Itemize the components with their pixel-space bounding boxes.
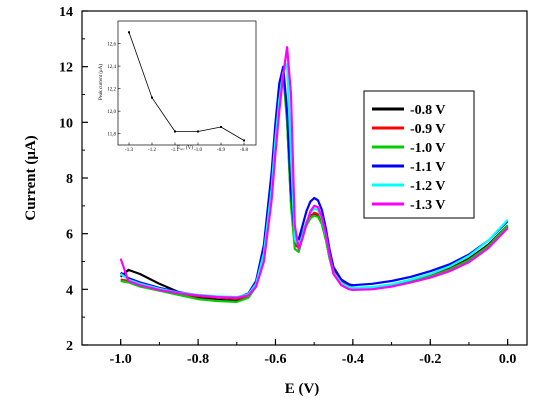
inset-series-line: [128, 32, 245, 141]
legend-label: -1.3 V: [410, 198, 446, 213]
legend: -0.8 V -0.9 V -1.0 V -1.1 V -1.2 V -1.3 V: [363, 90, 475, 219]
series-lines: [119, 46, 509, 303]
inset-y-tick-label: 12,4: [107, 65, 116, 70]
inset-y-tick-label: 12,0: [107, 110, 116, 115]
inset-data-point: [174, 130, 176, 133]
inset-y-tick-label: 11,8: [107, 133, 116, 138]
legend-label: -0.9 V: [410, 122, 446, 137]
legend-label: -1.1 V: [410, 160, 446, 175]
inset-frame: [117, 20, 257, 146]
x-tick-label: -0.4: [342, 352, 364, 367]
inset-y-tick-label: 12,6: [107, 42, 116, 47]
inset-x-axis-title: Eacc (V): [177, 146, 193, 151]
inset-x-tick-label: -1.2: [148, 148, 156, 153]
x-tick-label: 0.0: [499, 352, 517, 367]
inset-x-tick-label: -1.3: [125, 148, 133, 153]
inset-x-tick-label: -0.9: [217, 148, 225, 153]
y-tick-label: 10: [59, 116, 73, 131]
x-tick-label: -0.2: [419, 352, 441, 367]
inset-data-point: [243, 139, 245, 142]
inset-x-tick-label: -0.8: [240, 148, 248, 153]
inset-data-point: [128, 31, 130, 34]
x-tick-label: -0.6: [264, 352, 286, 367]
inset-chart: -1.3 -1.2 -1.1 -1.0 -0.9 -0.8 11,8 12,0 12,2 12,4…: [99, 20, 257, 153]
tick-labels: -1.0 -0.8 -0.6 -0.4 -0.2 0.0 2 4 6 8 10 12 14: [59, 5, 516, 367]
inset-x-tick-label: -1.1: [171, 148, 179, 153]
y-axis-title: Current (μA): [23, 135, 39, 220]
inset-x-tick-label: -1.0: [194, 148, 202, 153]
y-tick-label: 2: [66, 339, 73, 354]
axes: [81, 10, 528, 346]
y-tick-label: 14: [59, 5, 73, 20]
inset-data-point: [220, 125, 222, 128]
inset-y-axis-title: Peak current (μA): [99, 64, 104, 100]
legend-label: -1.2 V: [410, 179, 446, 194]
x-tick-label: -0.8: [187, 352, 209, 367]
y-tick-label: 12: [59, 61, 73, 76]
y-tick-label: 8: [66, 172, 73, 187]
y-tick-label: 4: [66, 283, 73, 298]
legend-box: [363, 90, 475, 219]
legend-label: -0.8 V: [410, 103, 446, 118]
y-tick-label: 6: [66, 228, 73, 243]
inset-data-point: [197, 130, 199, 133]
x-axis-title: E (V): [285, 381, 320, 397]
series-line: [119, 46, 509, 299]
inset-data-point: [151, 96, 153, 99]
inset-y-tick-label: 12,2: [107, 87, 116, 92]
legend-label: -1.0 V: [410, 141, 446, 156]
x-tick-label: -1.0: [110, 352, 132, 367]
